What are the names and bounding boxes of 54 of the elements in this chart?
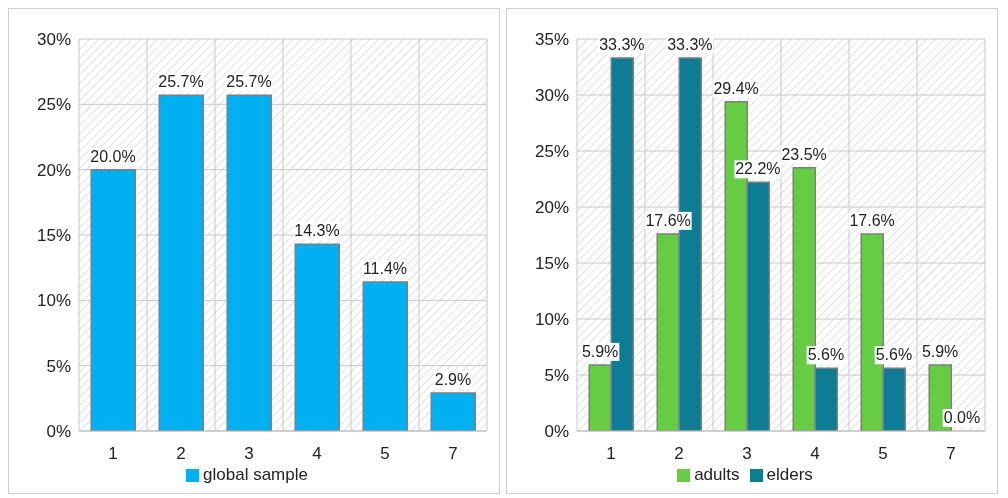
- x-tick-label: 2: [176, 444, 186, 464]
- bar: [430, 392, 476, 431]
- y-tick-label: 30%: [36, 30, 71, 50]
- data-label: 33.3%: [667, 36, 713, 54]
- y-tick-label: 30%: [534, 86, 569, 106]
- data-label: 11.4%: [362, 260, 408, 278]
- y-tick-label: 0%: [544, 422, 569, 442]
- x-tick-label: 7: [448, 444, 458, 464]
- data-label: 2.9%: [434, 371, 472, 389]
- bar: [362, 281, 408, 431]
- data-label: 14.3%: [294, 222, 340, 240]
- data-label: 25.7%: [158, 73, 204, 91]
- x-tick-label: 7: [946, 444, 956, 464]
- x-tick-label: 4: [312, 444, 322, 464]
- data-label: 17.6%: [645, 211, 691, 229]
- x-tick-label: 5: [878, 444, 888, 464]
- x-tick-label: 2: [674, 444, 684, 464]
- bar: [90, 168, 136, 431]
- y-tick-label: 5%: [46, 356, 71, 376]
- data-label: 5.9%: [581, 342, 619, 360]
- y-tick-label: 20%: [36, 160, 71, 180]
- data-label: 0.0%: [943, 409, 981, 426]
- bar: [294, 243, 340, 431]
- y-tick-label: 25%: [36, 95, 71, 115]
- x-tick-label: 4: [810, 444, 820, 464]
- data-label: 5.6%: [807, 346, 845, 364]
- y-tick-label: 25%: [534, 142, 569, 162]
- y-tick-label: 10%: [534, 310, 569, 330]
- y-tick-label: 15%: [534, 254, 569, 274]
- data-label: 25.7%: [226, 73, 272, 91]
- data-label: 29.4%: [713, 79, 759, 97]
- x-tick-label: 3: [244, 444, 254, 464]
- data-label: 20.0%: [90, 147, 136, 165]
- data-label: 17.6%: [849, 211, 895, 229]
- x-tick-label: 3: [742, 444, 752, 464]
- y-tick-label: 10%: [36, 291, 71, 311]
- data-label: 5.9%: [921, 342, 959, 360]
- x-tick-label: 5: [380, 444, 390, 464]
- data-label: 5.6%: [875, 346, 913, 364]
- data-label: 33.3%: [599, 36, 645, 54]
- y-tick-label: 5%: [544, 366, 569, 386]
- y-tick-label: 35%: [534, 30, 569, 50]
- bar: [158, 94, 204, 431]
- data-label: 22.2%: [735, 160, 781, 178]
- legend-label: global sample: [203, 465, 308, 484]
- y-tick-label: 20%: [534, 198, 569, 218]
- x-tick-label: 1: [606, 444, 616, 464]
- legend-label: elders: [766, 465, 813, 484]
- data-label: 23.5%: [781, 145, 827, 163]
- y-tick-label: 15%: [36, 226, 71, 246]
- bar: [226, 94, 272, 431]
- y-tick-label: 0%: [46, 422, 71, 442]
- legend-label: adults: [694, 465, 740, 484]
- x-tick-label: 1: [108, 444, 118, 464]
